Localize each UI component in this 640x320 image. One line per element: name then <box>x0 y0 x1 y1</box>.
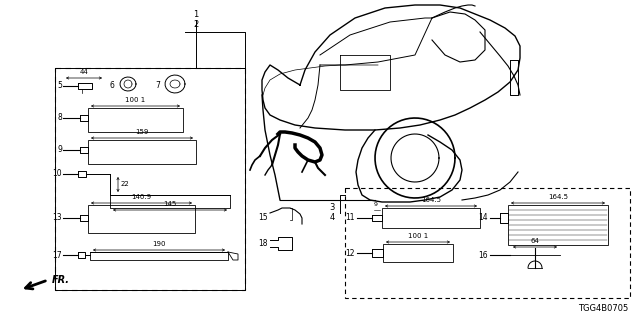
Text: FR.: FR. <box>52 275 70 285</box>
Bar <box>55 68 245 290</box>
Text: 8: 8 <box>57 114 62 123</box>
Bar <box>508 205 608 245</box>
Text: 13: 13 <box>52 213 62 222</box>
Text: 100 1: 100 1 <box>125 97 146 103</box>
Text: 7: 7 <box>155 82 160 91</box>
Bar <box>345 188 630 298</box>
Text: 145: 145 <box>163 201 177 207</box>
Text: 190: 190 <box>152 241 166 247</box>
Text: 9: 9 <box>57 146 62 155</box>
Text: 6: 6 <box>110 82 115 91</box>
Text: 140.9: 140.9 <box>131 194 152 200</box>
Text: 15: 15 <box>259 213 268 222</box>
Text: 22: 22 <box>121 181 130 188</box>
Bar <box>88 140 196 164</box>
Bar <box>55 68 245 290</box>
Bar <box>382 208 480 228</box>
Text: 159: 159 <box>135 129 148 135</box>
Text: 5: 5 <box>57 82 62 91</box>
Bar <box>88 108 183 132</box>
Text: 4: 4 <box>330 213 335 222</box>
Text: 18: 18 <box>259 238 268 247</box>
Text: 1: 1 <box>193 10 198 19</box>
Text: 100 1: 100 1 <box>408 233 428 239</box>
Bar <box>88 205 195 233</box>
Text: 9: 9 <box>374 202 378 207</box>
Text: 2: 2 <box>193 20 198 29</box>
Text: 16: 16 <box>478 251 488 260</box>
Text: 164.5: 164.5 <box>548 194 568 200</box>
Text: 12: 12 <box>346 249 355 258</box>
Text: 64: 64 <box>531 238 540 244</box>
Text: TGG4B0705: TGG4B0705 <box>578 304 628 313</box>
Text: 14: 14 <box>478 213 488 222</box>
Text: 164.5: 164.5 <box>421 197 441 203</box>
Text: 3: 3 <box>330 204 335 212</box>
Text: 44: 44 <box>79 69 88 75</box>
Bar <box>383 244 453 262</box>
Text: 10: 10 <box>52 170 62 179</box>
Text: 11: 11 <box>346 213 355 222</box>
Text: 17: 17 <box>52 251 62 260</box>
